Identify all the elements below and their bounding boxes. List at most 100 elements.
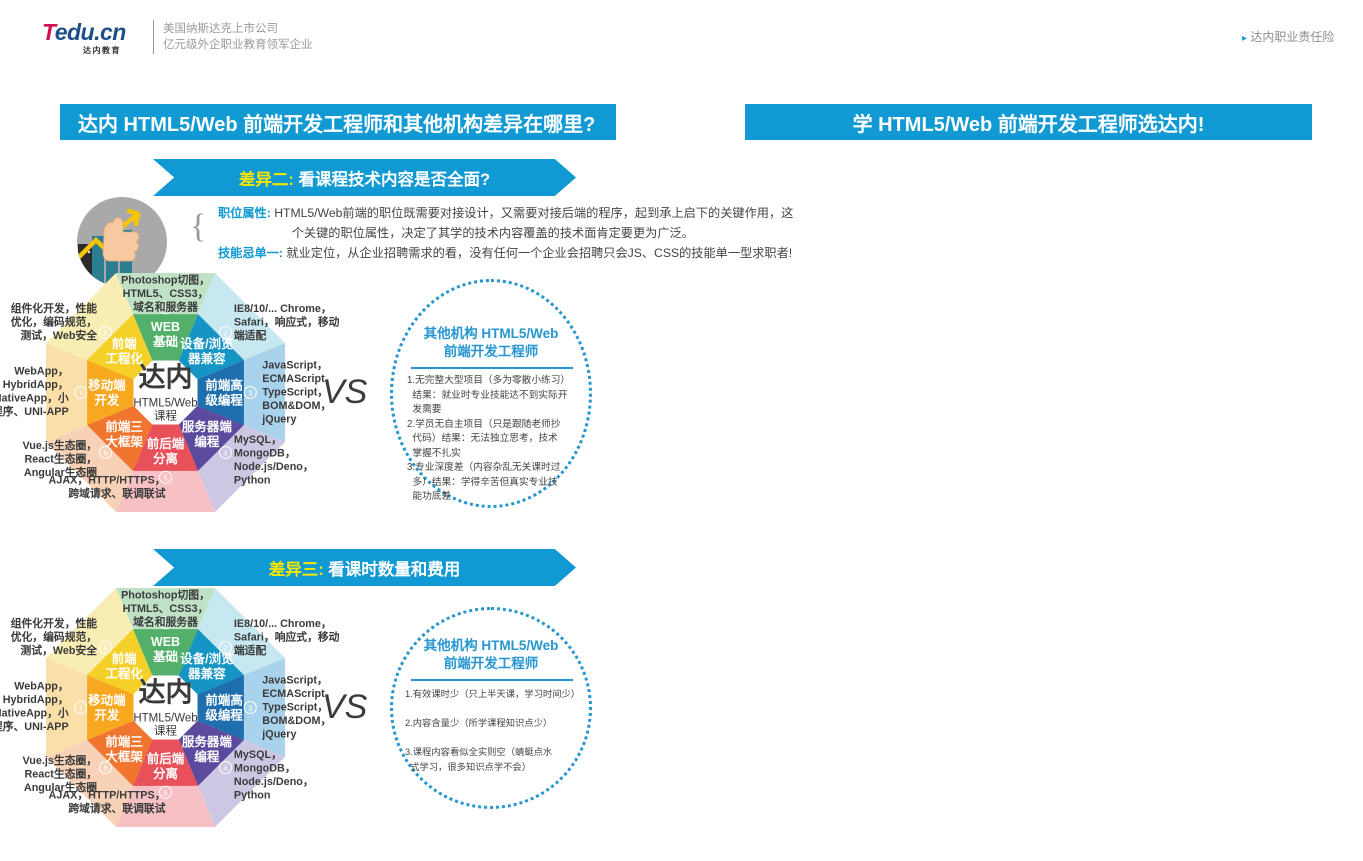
svg-text:3: 3 <box>248 389 252 398</box>
svg-text:域名和服务器: 域名和服务器 <box>133 300 198 314</box>
svg-text:ECMAScript，: ECMAScript， <box>262 688 335 700</box>
svg-text:分离: 分离 <box>153 766 178 781</box>
svg-text:优化，编码规范，: 优化，编码规范， <box>11 315 97 329</box>
svg-text:器兼容: 器兼容 <box>187 351 226 366</box>
svg-text:BOM&DOM，: BOM&DOM， <box>262 400 331 412</box>
svg-text:前端三: 前端三 <box>105 733 143 748</box>
svg-text:编程: 编程 <box>194 434 220 449</box>
svg-text:级编程: 级编程 <box>205 707 243 722</box>
svg-text:JavaScript，: JavaScript， <box>262 674 327 686</box>
svg-text:组件化开发，性能: 组件化开发，性能 <box>11 616 98 630</box>
svg-text:Safari，响应式，移动: Safari，响应式，移动 <box>234 315 340 329</box>
svg-text:2: 2 <box>223 643 227 652</box>
svg-text:前端高: 前端高 <box>205 378 243 393</box>
svg-text:8: 8 <box>103 329 107 338</box>
svg-text:服务器端: 服务器端 <box>182 419 233 434</box>
svg-text:7: 7 <box>79 389 83 398</box>
svg-text:Vue.js生态圈，: Vue.js生态圈， <box>23 752 98 766</box>
svg-text:Safari，响应式，移动: Safari，响应式，移动 <box>234 629 340 643</box>
svg-text:大框架: 大框架 <box>105 434 143 449</box>
svg-text:前后端: 前后端 <box>147 751 185 766</box>
svg-text:端适配: 端适配 <box>234 328 267 342</box>
svg-text:移动端: 移动端 <box>88 378 126 393</box>
svg-text:ECMAScript，: ECMAScript， <box>262 373 335 385</box>
svg-text:前端高: 前端高 <box>205 692 243 707</box>
svg-text:测试，Web安全: 测试，Web安全 <box>21 643 98 657</box>
svg-text:Angular生态圈: Angular生态圈 <box>24 779 97 793</box>
svg-text:IE8/10/... Chrome，: IE8/10/... Chrome， <box>234 618 332 630</box>
svg-text:MongoDB，: MongoDB， <box>234 447 296 459</box>
svg-text:组件化开发，性能: 组件化开发，性能 <box>11 301 98 315</box>
svg-text:MongoDB，: MongoDB， <box>234 762 296 774</box>
svg-text:Photoshop切图，: Photoshop切图， <box>121 274 210 287</box>
svg-text:BOM&DOM，: BOM&DOM， <box>262 715 331 727</box>
svg-text:HTML5、CSS3，: HTML5、CSS3， <box>123 288 209 300</box>
svg-text:跨域请求、联调联试: 跨域请求、联调联试 <box>68 486 165 500</box>
svg-text:4: 4 <box>223 763 227 772</box>
svg-text:优化，编码规范，: 优化，编码规范， <box>11 629 97 643</box>
svg-text:3: 3 <box>248 703 252 712</box>
svg-text:WEB: WEB <box>151 320 180 334</box>
svg-text:JavaScript，: JavaScript， <box>262 360 327 372</box>
svg-text:开发: 开发 <box>94 393 120 408</box>
svg-text:MySQL，: MySQL， <box>234 434 282 446</box>
svg-text:HybridApp，: HybridApp， <box>3 694 69 706</box>
svg-text:Python: Python <box>234 789 271 801</box>
svg-text:Node.js/Deno，: Node.js/Deno， <box>234 461 314 473</box>
svg-text:工程化: 工程化 <box>105 351 143 366</box>
svg-text:域名和服务器: 域名和服务器 <box>133 614 198 628</box>
svg-text:HTML5/Web: HTML5/Web <box>133 398 197 410</box>
svg-text:2: 2 <box>223 329 227 338</box>
svg-text:IE8/10/... Chrome，: IE8/10/... Chrome， <box>234 303 332 315</box>
svg-text:达内: 达内 <box>139 677 193 707</box>
svg-text:跨域请求、联调联试: 跨域请求、联调联试 <box>68 800 165 814</box>
svg-text:基础: 基础 <box>152 334 178 349</box>
svg-text:Photoshop切图，: Photoshop切图， <box>121 588 210 601</box>
svg-text:MySQL，: MySQL， <box>234 748 282 760</box>
svg-text:Python: Python <box>234 474 271 486</box>
svg-text:7: 7 <box>79 703 83 712</box>
svg-text:NativeApp，小: NativeApp，小 <box>0 391 69 405</box>
svg-text:HTML5/Web: HTML5/Web <box>133 712 197 724</box>
svg-text:达内: 达内 <box>139 363 193 393</box>
svg-text:器兼容: 器兼容 <box>187 666 226 681</box>
svg-text:程序、UNI-APP: 程序、UNI-APP <box>0 719 69 733</box>
svg-text:程序、UNI-APP: 程序、UNI-APP <box>0 404 69 418</box>
svg-text:服务器端: 服务器端 <box>182 733 233 748</box>
svg-text:Angular生态圈: Angular生态圈 <box>24 465 97 479</box>
svg-text:前端三: 前端三 <box>105 419 143 434</box>
svg-text:6: 6 <box>103 449 107 458</box>
svg-text:移动端: 移动端 <box>88 692 126 707</box>
svg-text:课程: 课程 <box>154 724 177 737</box>
svg-text:HTML5、CSS3，: HTML5、CSS3， <box>123 603 209 615</box>
svg-text:React生态圈，: React生态圈， <box>24 766 97 780</box>
svg-text:6: 6 <box>103 763 107 772</box>
svg-text:TypeScript，: TypeScript， <box>262 387 328 399</box>
svg-text:基础: 基础 <box>152 648 178 663</box>
svg-text:TypeScript，: TypeScript， <box>262 701 328 713</box>
svg-text:4: 4 <box>223 449 227 458</box>
svg-text:级编程: 级编程 <box>205 393 243 408</box>
svg-text:端适配: 端适配 <box>234 643 267 657</box>
svg-text:WebApp，: WebApp， <box>14 366 68 378</box>
svg-text:前端: 前端 <box>112 651 138 666</box>
svg-text:课程: 课程 <box>154 410 177 423</box>
svg-text:前后端: 前后端 <box>147 436 185 451</box>
svg-text:jQuery: jQuery <box>261 414 296 426</box>
svg-text:WebApp，: WebApp， <box>14 680 68 692</box>
svg-text:NativeApp，小: NativeApp，小 <box>0 705 69 719</box>
svg-text:大框架: 大框架 <box>105 748 143 763</box>
svg-text:React生态圈，: React生态圈， <box>24 451 97 465</box>
svg-text:前端: 前端 <box>112 336 138 351</box>
svg-text:开发: 开发 <box>94 707 120 722</box>
svg-text:WEB: WEB <box>151 634 180 648</box>
svg-text:HybridApp，: HybridApp， <box>3 379 69 391</box>
svg-text:编程: 编程 <box>194 748 220 763</box>
svg-text:Vue.js生态圈，: Vue.js生态圈， <box>23 438 98 452</box>
svg-text:工程化: 工程化 <box>105 666 143 681</box>
svg-text:jQuery: jQuery <box>261 728 296 740</box>
svg-text:测试，Web安全: 测试，Web安全 <box>21 328 98 342</box>
svg-text:Node.js/Deno，: Node.js/Deno， <box>234 775 314 787</box>
svg-text:分离: 分离 <box>153 451 178 466</box>
svg-text:8: 8 <box>103 643 107 652</box>
